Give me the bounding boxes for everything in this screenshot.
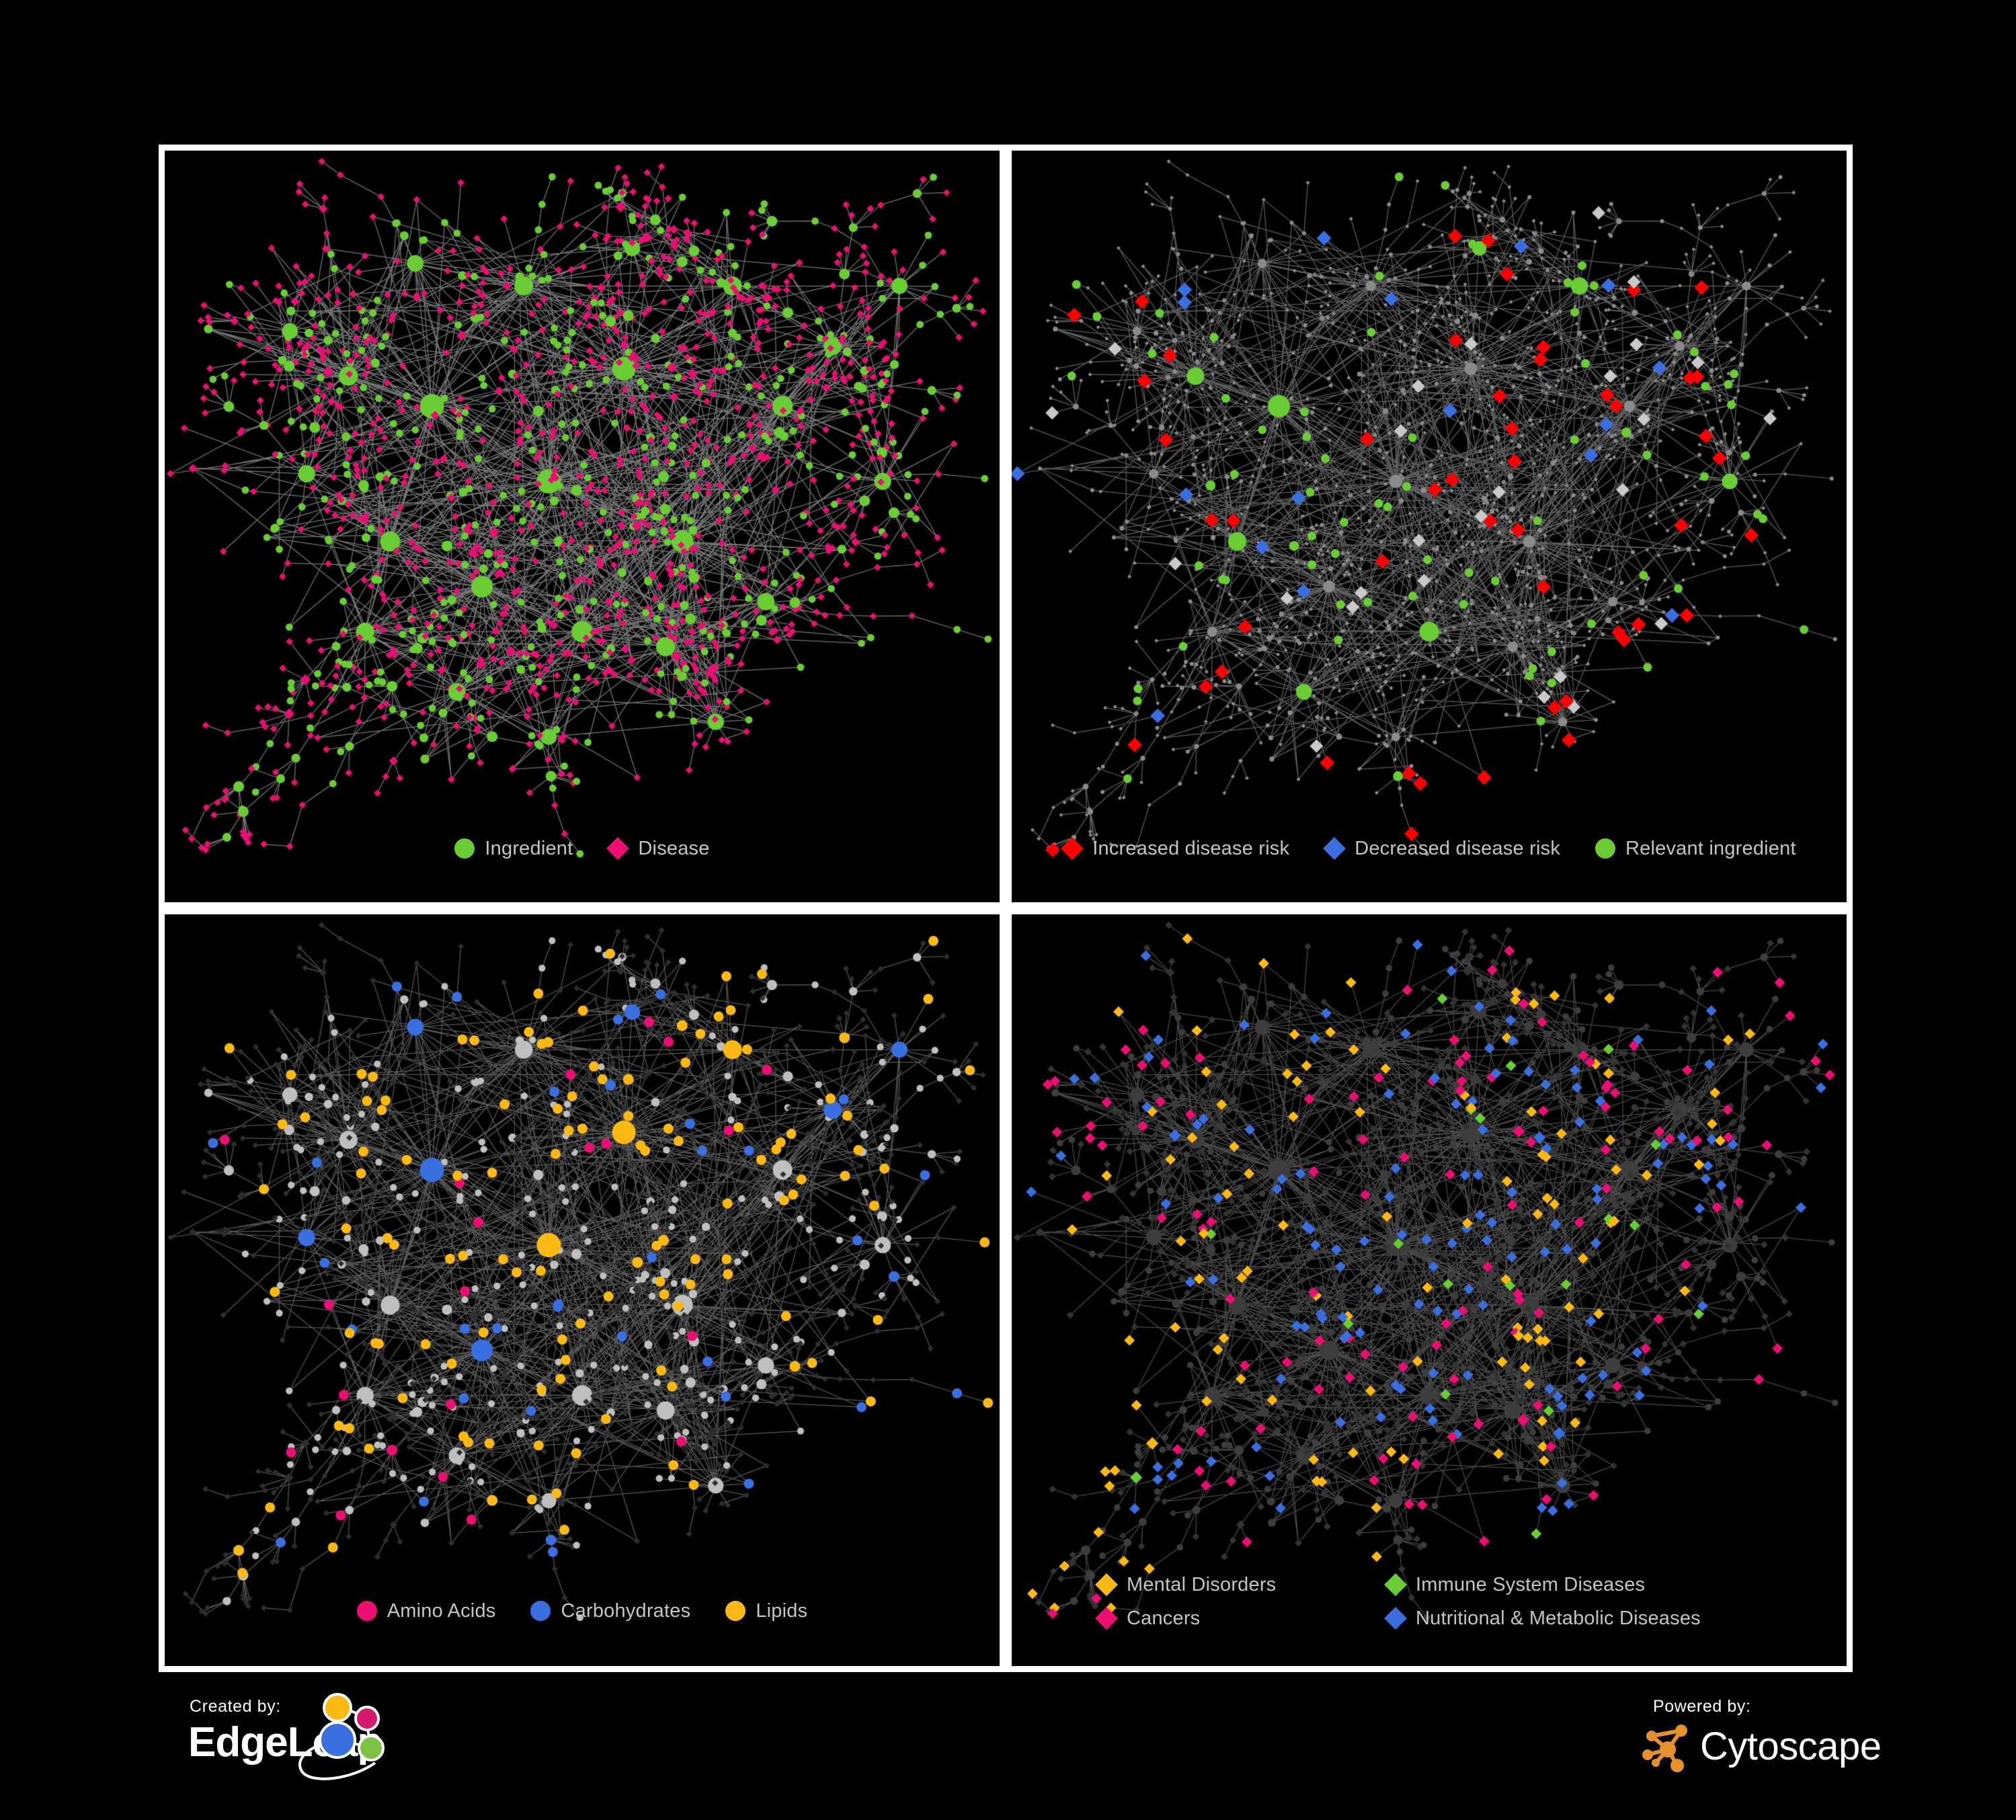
network-canvas-disease-class[interactable]	[1012, 914, 1847, 1666]
panel-disease-risk[interactable]: Increased disease risk Decreased disease…	[1012, 151, 1847, 902]
cytoscape-wordmark: Cytoscape	[1700, 1725, 1882, 1768]
panel-disease-class[interactable]: Mental Disorders Immune System Diseases …	[1012, 914, 1847, 1666]
network-canvas-nutrient-class[interactable]	[165, 914, 1000, 1666]
panel-grid: Ingredient Disease Increased disease ris…	[159, 145, 1853, 1672]
edgeleap-logo-icon	[298, 1693, 385, 1780]
figure-footer: Created by: EdgeLeap Powered by: Cytosca…	[0, 1681, 2016, 1815]
powered-by-kicker: Powered by:	[1653, 1697, 1751, 1716]
network-canvas-disease-risk[interactable]	[1012, 151, 1847, 902]
powered-by-block: Powered by: Cytoscape	[1633, 1697, 1922, 1791]
network-canvas-ingredient-disease[interactable]	[165, 151, 1000, 902]
created-by-kicker: Created by:	[190, 1697, 281, 1716]
panel-nutrient-class[interactable]: Amino Acids Carbohydrates Lipids	[165, 914, 1000, 1666]
cytoscape-logo-icon	[1642, 1725, 1687, 1772]
panel-ingredient-disease[interactable]: Ingredient Disease	[165, 151, 1000, 902]
created-by-block: Created by: EdgeLeap	[161, 1693, 450, 1791]
